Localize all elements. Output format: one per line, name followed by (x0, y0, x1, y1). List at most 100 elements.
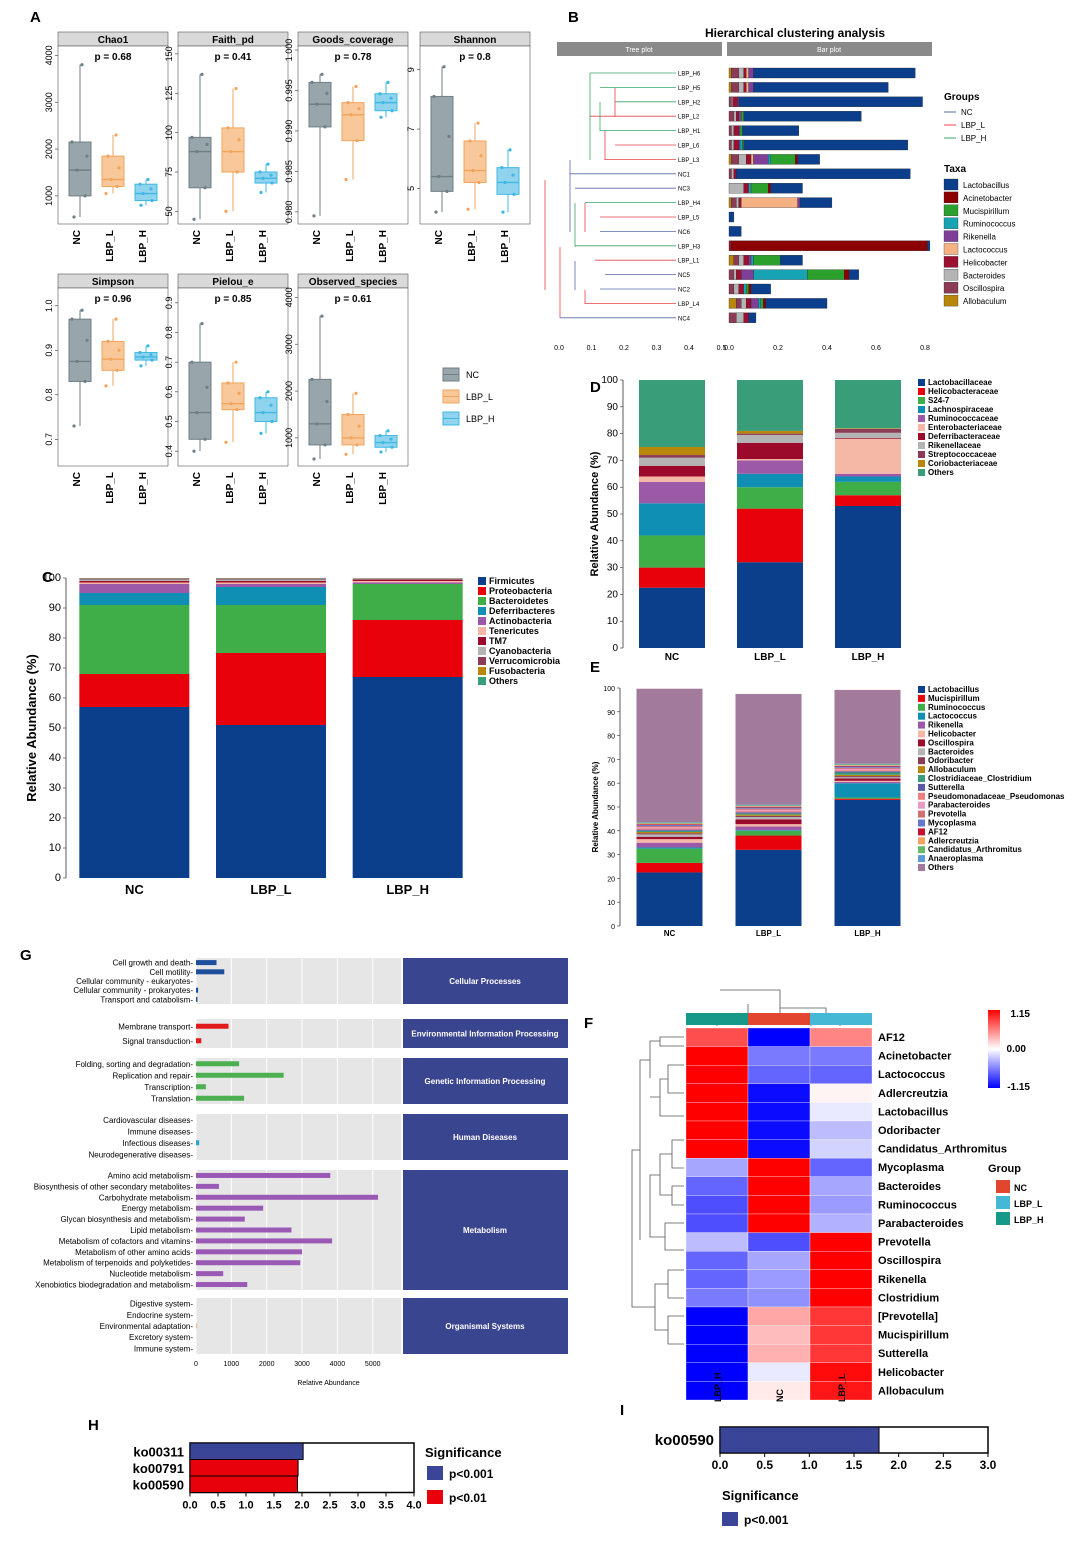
bar-segment (737, 96, 739, 107)
panel-letter-e: E (590, 659, 600, 676)
bar (196, 1260, 301, 1266)
x-tick-label: 5000 (365, 1361, 381, 1368)
data-point (106, 154, 110, 158)
pathway-label: Cellular community - prokaryotes- (73, 986, 193, 995)
legend-label: Clostridiaceae_Clostridium (928, 774, 1032, 783)
bar-segment (737, 430, 803, 434)
legend-swatch (478, 627, 486, 635)
panel-a-boxplots: Chao1 p = 0.68 1000 2000 3000 4000 NC LBP_L LBP_… (44, 31, 531, 505)
bar-segment (352, 579, 463, 581)
bar-segment (352, 582, 463, 584)
data-point (237, 138, 241, 142)
legend-label: Mucispirillum (963, 207, 1010, 216)
bar-segment (731, 82, 739, 93)
box (68, 318, 92, 382)
legend-label: Allobaculum (928, 765, 976, 774)
bar-segment (636, 834, 703, 837)
sample-label: NC6 (678, 230, 691, 236)
box (221, 382, 245, 411)
bar-segment (736, 197, 739, 208)
pathway-label: Immune diseases- (128, 1127, 194, 1136)
bar-segment (636, 827, 703, 829)
y-tick-label: 0.7 (164, 356, 174, 369)
bar-segment (834, 771, 901, 773)
bar-segment (743, 283, 747, 295)
bar-segment (636, 847, 703, 849)
bar-segment (748, 255, 752, 266)
row-label: Sutterella (878, 1348, 929, 1360)
pathway-label: Cell growth and death- (113, 959, 194, 968)
bar-segment (834, 799, 901, 926)
data-point (508, 148, 512, 152)
legend-swatch (918, 397, 925, 404)
data-point (466, 207, 470, 211)
y-tick-label: 100 (43, 572, 61, 584)
data-point (323, 443, 327, 447)
bar-segment (807, 269, 845, 280)
data-point (354, 84, 358, 89)
y-tick-label: 100 (603, 686, 615, 693)
legend-label: Bacteroidetes (489, 596, 549, 606)
bar-segment (728, 139, 732, 151)
bar-segment (728, 96, 732, 107)
data-point (512, 192, 516, 196)
y-tick-label: 0.6 (164, 386, 174, 399)
bar (196, 1205, 264, 1211)
data-point (310, 80, 314, 85)
section-header-label: Environmental Information Processing (411, 1030, 558, 1039)
data-point (234, 360, 238, 364)
bar (196, 1227, 292, 1233)
bar-segment (639, 455, 705, 458)
bar-segment (736, 312, 744, 323)
bar-segment (743, 183, 749, 194)
legend-swatch (943, 294, 959, 307)
bar-segment (732, 96, 738, 107)
bar-segment (834, 763, 901, 765)
bar-tick-label: 0.8 (920, 345, 930, 352)
legend-swatch (918, 801, 925, 809)
bar-segment (735, 807, 802, 809)
bar-segment (636, 828, 703, 830)
bar-segment (216, 582, 326, 584)
row-dendrogram (631, 1036, 684, 1345)
bar-segment (736, 269, 742, 280)
bar-segment (738, 255, 744, 266)
sample-label: LBP_H6 (678, 72, 701, 78)
strip-label: Tree plot (625, 47, 652, 54)
x-tick-label: 2.0 (890, 1458, 907, 1472)
bar-segment (79, 584, 190, 593)
bar-segment (735, 805, 802, 807)
bar-segment (834, 770, 901, 772)
y-tick-label: 3000 (284, 334, 294, 354)
bar-segment (748, 67, 754, 79)
row-label: Allobaculum (878, 1385, 944, 1397)
legend-title: Group (988, 1163, 1021, 1175)
legend-label: Odoribacter (928, 756, 973, 765)
legend-swatch (478, 667, 486, 675)
data-point (200, 72, 204, 76)
y-tick-label: 10 (49, 842, 61, 854)
bar-segment (639, 380, 705, 447)
y-tick-label: 0.9 (44, 344, 54, 357)
pathway-label: Endocrine system- (127, 1311, 194, 1320)
box (134, 183, 158, 202)
bar-segment (735, 819, 802, 825)
heatmap-cell (809, 1139, 873, 1159)
y-axis-label: Relative Abundance (%) (591, 761, 600, 852)
bar-segment (834, 765, 901, 767)
legend-label: Helicobacter (963, 258, 1008, 267)
x-tick-label: 4000 (330, 1361, 346, 1368)
row-label: Candidatus_Arthromitus (878, 1144, 1007, 1156)
data-point (477, 180, 481, 185)
legend-swatch (918, 442, 925, 449)
data-point (259, 431, 263, 435)
y-tick-label: 10 (607, 900, 615, 907)
bar (196, 1271, 224, 1277)
box (430, 95, 454, 192)
sample-label: LBP_L2 (678, 115, 700, 121)
heatmap-cell (685, 1046, 749, 1066)
bar-segment (750, 283, 771, 295)
box (221, 127, 245, 173)
data-point (442, 65, 446, 69)
bar-segment (735, 830, 802, 836)
